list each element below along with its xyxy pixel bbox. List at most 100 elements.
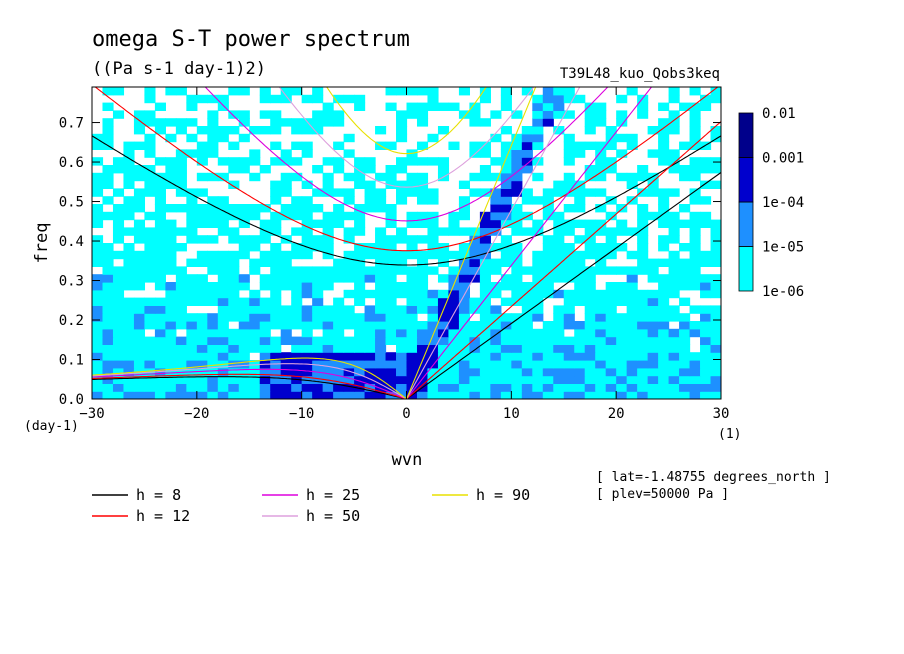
heatmap-cell — [165, 157, 177, 166]
heatmap-cell — [354, 336, 366, 345]
heatmap-cell — [333, 336, 345, 345]
heatmap-cell — [165, 133, 177, 143]
heatmap-cell — [626, 141, 638, 150]
heatmap-cell — [133, 321, 146, 330]
heatmap-cell — [154, 258, 166, 267]
heatmap-cell — [165, 266, 177, 275]
heatmap-cell — [133, 313, 146, 322]
heatmap-cell — [458, 282, 470, 291]
heatmap-cell — [301, 274, 313, 283]
heatmap-cell — [396, 258, 408, 267]
heatmap-cell — [605, 313, 617, 322]
heatmap-cell — [542, 188, 554, 197]
heatmap-cell — [427, 383, 439, 392]
heatmap-cell — [175, 157, 187, 166]
heatmap-cell — [196, 172, 208, 182]
heatmap-cell — [521, 266, 533, 275]
heatmap-cell — [605, 367, 617, 377]
heatmap-cell — [563, 157, 575, 166]
heatmap-cell — [700, 196, 712, 205]
heatmap-cell — [416, 282, 429, 291]
heatmap-cell — [511, 274, 523, 283]
heatmap-cell — [322, 328, 334, 338]
heatmap-cell — [448, 305, 460, 314]
heatmap-cell — [196, 258, 208, 267]
heatmap-cell — [133, 172, 146, 182]
dispersion-curve — [406, 121, 721, 399]
heatmap-cell — [280, 211, 292, 221]
heatmap-cell — [416, 274, 429, 283]
heatmap-cell — [228, 274, 240, 283]
heatmap-cell — [679, 328, 691, 338]
heatmap-cell — [584, 313, 596, 322]
heatmap-cell — [259, 321, 271, 330]
heatmap-cell — [186, 94, 198, 104]
heatmap-cell — [448, 297, 460, 306]
heatmap-cell — [354, 289, 366, 299]
heatmap-cell — [196, 149, 208, 158]
heatmap-cell — [249, 297, 261, 306]
heatmap-cell — [165, 336, 177, 345]
heatmap-cell — [647, 297, 659, 306]
heatmap-cell — [322, 188, 334, 197]
heatmap-cell — [437, 126, 450, 135]
heatmap-cell — [616, 352, 628, 361]
heatmap-cell — [385, 274, 397, 283]
heatmap-cell — [375, 188, 387, 197]
heatmap-cell — [647, 274, 659, 283]
heatmap-cell — [479, 87, 491, 96]
heatmap-cell — [123, 172, 135, 182]
heatmap-cell — [500, 87, 512, 96]
heatmap-cell — [542, 118, 554, 127]
heatmap-cell — [165, 375, 177, 384]
heatmap-cell — [689, 360, 701, 369]
heatmap-cell — [448, 250, 460, 260]
heatmap-cell — [532, 360, 544, 369]
heatmap-cell — [553, 243, 565, 252]
heatmap-cell — [112, 336, 125, 345]
heatmap-cell — [144, 274, 156, 283]
heatmap-cell — [154, 383, 166, 392]
heatmap-cell — [175, 243, 187, 252]
heatmap-cell — [658, 211, 670, 221]
heatmap-cell — [238, 313, 250, 322]
heatmap-cell — [364, 204, 376, 213]
heatmap-cell — [605, 266, 617, 275]
heatmap-cell — [238, 243, 250, 252]
heatmap-cell — [553, 110, 565, 119]
heatmap-cell — [605, 297, 617, 306]
heatmap-cell — [354, 282, 366, 291]
heatmap-cell — [616, 289, 628, 299]
heatmap-cell — [249, 258, 261, 267]
heatmap-cell — [207, 313, 219, 322]
heatmap-cell — [542, 250, 554, 260]
heatmap-cell — [375, 274, 387, 283]
heatmap-cell — [375, 383, 387, 392]
heatmap-cell — [196, 321, 208, 330]
heatmap-cell — [238, 282, 250, 291]
heatmap-cell — [563, 110, 575, 119]
heatmap-cell — [343, 305, 355, 314]
heatmap-cell — [92, 328, 104, 338]
heatmap-cell — [259, 391, 271, 399]
heatmap-cell — [396, 227, 408, 236]
heatmap-cell — [385, 102, 397, 111]
heatmap-cell — [144, 258, 156, 267]
heatmap-cell — [700, 211, 712, 221]
heatmap-cell — [364, 352, 376, 361]
heatmap-cell — [196, 204, 208, 213]
heatmap-cell — [595, 219, 607, 228]
heatmap-cell — [616, 94, 628, 104]
heatmap-cell — [217, 289, 229, 299]
heatmap-cell — [584, 305, 596, 314]
heatmap-cell — [427, 367, 439, 377]
heatmap-cell — [406, 282, 418, 291]
heatmap-cell — [291, 289, 303, 299]
heatmap-cell — [700, 367, 712, 377]
heatmap-cell — [322, 172, 334, 182]
heatmap-cell — [605, 250, 617, 260]
heatmap-cell — [301, 367, 313, 377]
heatmap-cell — [385, 336, 397, 345]
heatmap-cell — [532, 196, 544, 205]
heatmap-cell — [626, 313, 638, 322]
